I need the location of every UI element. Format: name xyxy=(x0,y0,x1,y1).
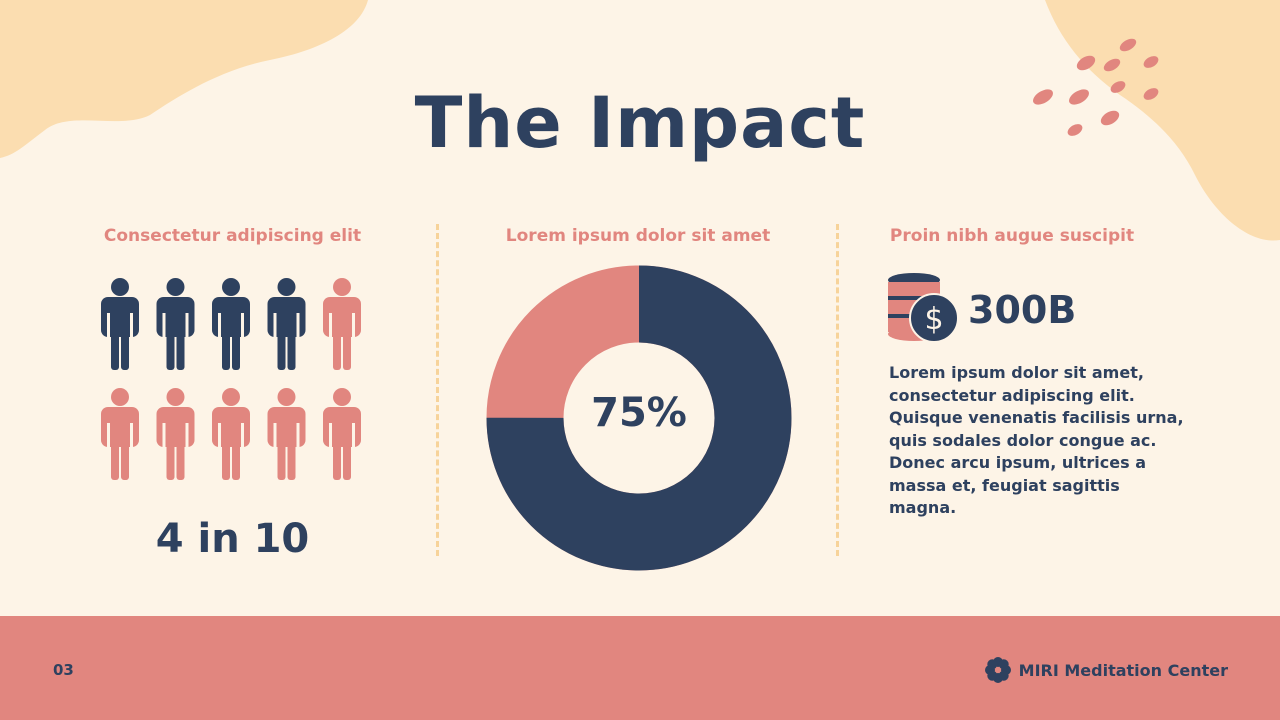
dollar-coin-stack-icon: $ xyxy=(888,273,958,343)
column-3-heading: Proin nibh augue suscipit xyxy=(889,226,1135,246)
amount-stat: 300B xyxy=(968,288,1077,332)
column-divider-left xyxy=(436,224,439,556)
column-1-heading: Consectetur adipiscing elit xyxy=(103,226,362,246)
brand: MIRI Meditation Center xyxy=(984,657,1228,683)
person-icon xyxy=(101,388,139,480)
person-icon xyxy=(212,388,250,480)
column-2-heading: Lorem ipsum dolor sit amet xyxy=(505,226,771,246)
brand-name: MIRI Meditation Center xyxy=(1018,660,1228,680)
person-icon-highlighted xyxy=(101,278,139,370)
column-divider-right xyxy=(836,224,839,556)
svg-text:$: $ xyxy=(924,302,943,337)
person-icon xyxy=(267,388,306,480)
person-icon-highlighted xyxy=(156,278,195,370)
page-title: The Impact xyxy=(414,82,866,164)
page-number: 03 xyxy=(53,661,74,679)
description-text: Lorem ipsum dolor sit amet, consectetur … xyxy=(889,363,1184,517)
person-icon-highlighted xyxy=(212,278,250,370)
people-pictogram xyxy=(101,278,361,480)
person-icon xyxy=(156,388,195,480)
donut-percentage: 75% xyxy=(591,390,687,436)
donut-value-segment xyxy=(486,265,792,571)
person-icon xyxy=(323,388,361,480)
ratio-stat: 4 in 10 xyxy=(155,516,310,562)
lotus-flower-icon xyxy=(984,657,1011,683)
person-icon-highlighted xyxy=(267,278,306,370)
person-icon xyxy=(323,278,361,370)
donut-chart xyxy=(486,265,792,571)
footer-band xyxy=(0,616,1280,720)
